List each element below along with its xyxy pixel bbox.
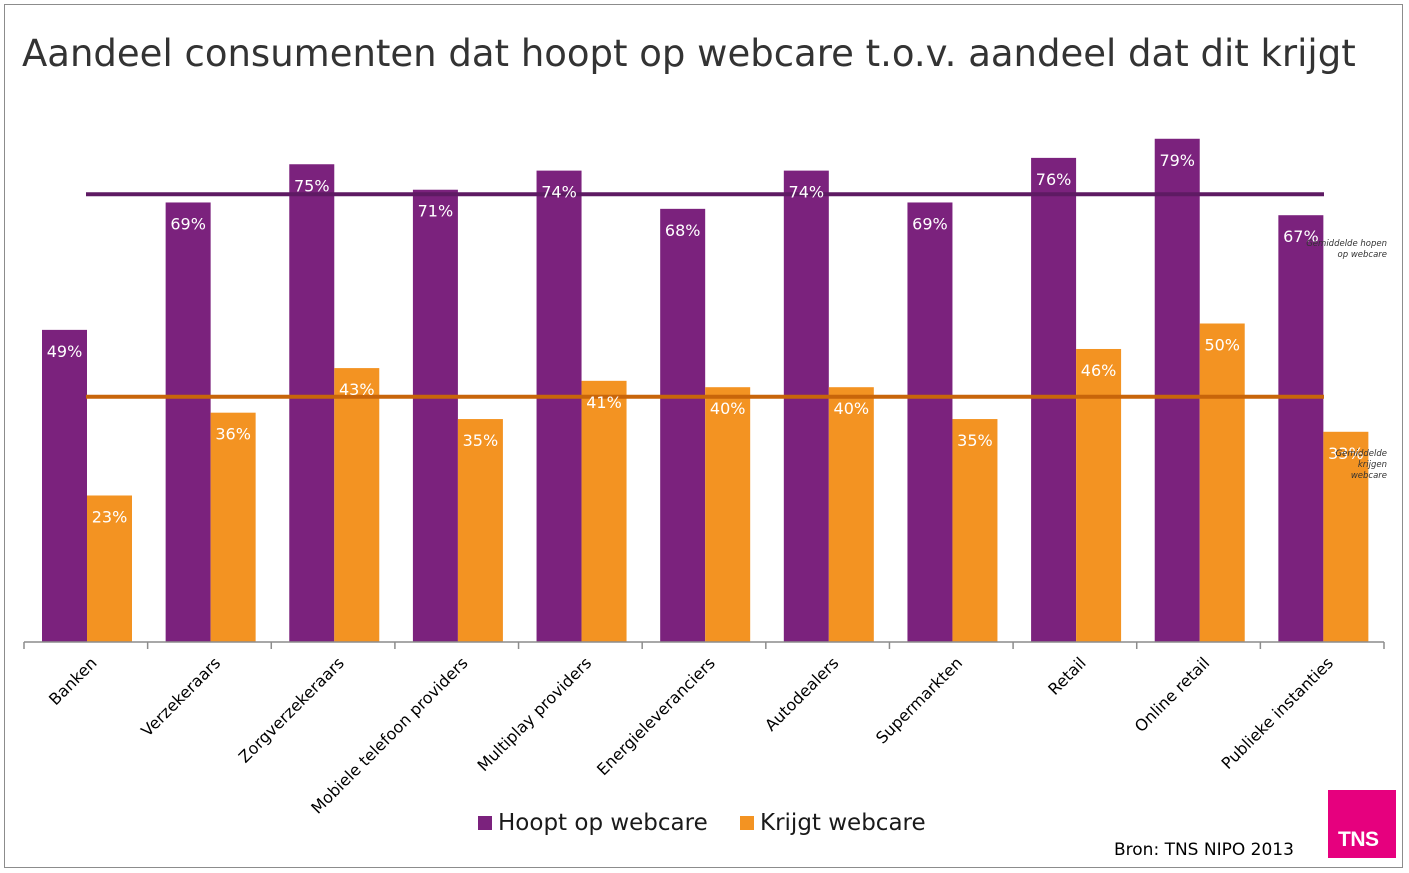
- category-label-9: Online retail: [1131, 653, 1214, 736]
- data-label-hoopt-6: 74%: [789, 183, 825, 202]
- bar-krijgt-5: [705, 387, 751, 642]
- data-label-hoopt-8: 76%: [1036, 170, 1072, 189]
- bar-hoopt-3: [412, 189, 458, 643]
- category-label-5: Energieleveranciers: [593, 653, 719, 779]
- legend-item-hoopt: Hoopt op webcare: [478, 810, 708, 836]
- bar-hoopt-0: [42, 329, 87, 642]
- data-label-hoopt-3: 71%: [418, 202, 454, 221]
- bar-hoopt-2: [289, 164, 335, 642]
- data-label-krijgt-8: 46%: [1081, 361, 1117, 380]
- bar-hoopt-1: [165, 202, 211, 642]
- chart-frame: [4, 4, 1403, 868]
- category-label-6: Autodealers: [761, 653, 842, 734]
- reference-caption-1-1: krijgen: [1358, 460, 1387, 470]
- data-label-krijgt-1: 36%: [215, 425, 251, 444]
- legend-item-krijgt: Krijgt webcare: [740, 810, 926, 836]
- bar-hoopt-10: [1278, 215, 1324, 642]
- tns-logo: TNS: [1328, 790, 1396, 858]
- data-label-hoopt-7: 69%: [912, 214, 948, 233]
- data-label-hoopt-9: 79%: [1159, 151, 1195, 170]
- bar-krijgt-0: [87, 495, 132, 642]
- logo-text: TNS: [1338, 828, 1379, 851]
- bar-krijgt-4: [581, 380, 627, 642]
- bar-krijgt-7: [952, 419, 998, 642]
- category-label-4: Multiplay providers: [474, 653, 596, 775]
- reference-caption-0-0: Gemiddelde hopen: [1306, 239, 1387, 249]
- legend-label-krijgt: Krijgt webcare: [760, 810, 926, 836]
- legend-swatch-purple: [478, 816, 492, 830]
- data-label-hoopt-10: 67%: [1283, 227, 1319, 246]
- source-note: Bron: TNS NIPO 2013: [1114, 840, 1294, 860]
- bar-hoopt-6: [783, 170, 829, 642]
- data-label-krijgt-5: 40%: [710, 399, 746, 418]
- category-label-10: Publieke instanties: [1217, 653, 1337, 773]
- bar-krijgt-9: [1199, 323, 1245, 642]
- legend-label-hoopt: Hoopt op webcare: [498, 810, 708, 836]
- chart-title: Aandeel consumenten dat hoopt op webcare…: [22, 32, 1356, 75]
- category-label-0: Banken: [45, 653, 101, 709]
- data-label-krijgt-9: 50%: [1204, 336, 1240, 355]
- data-label-krijgt-2: 43%: [339, 380, 375, 399]
- category-label-8: Retail: [1044, 653, 1089, 698]
- bar-krijgt-1: [210, 412, 256, 642]
- bar-krijgt-8: [1076, 348, 1122, 642]
- data-label-krijgt-0: 23%: [92, 507, 128, 526]
- data-label-hoopt-5: 68%: [665, 221, 701, 240]
- data-label-hoopt-0: 49%: [47, 342, 83, 361]
- bar-hoopt-7: [907, 202, 953, 642]
- bar-hoopt-5: [660, 208, 706, 642]
- reference-caption-1-2: webcare: [1351, 471, 1387, 481]
- reference-caption-1-0: Gemiddelde: [1336, 449, 1387, 459]
- category-label-7: Supermarkten: [872, 653, 966, 747]
- reference-caption-0-1: op webcare: [1338, 250, 1387, 260]
- data-label-hoopt-1: 69%: [170, 214, 206, 233]
- data-label-krijgt-3: 35%: [463, 431, 499, 450]
- bar-krijgt-3: [457, 419, 503, 642]
- bar-hoopt-9: [1154, 138, 1200, 642]
- legend-swatch-orange: [740, 816, 754, 830]
- data-label-krijgt-6: 40%: [834, 399, 870, 418]
- data-label-krijgt-10: 33%: [1328, 444, 1364, 463]
- bar-hoopt-8: [1031, 157, 1077, 642]
- bar-krijgt-6: [828, 387, 874, 642]
- bar-hoopt-4: [536, 170, 582, 642]
- category-label-1: Verzekeraars: [137, 653, 224, 740]
- data-label-hoopt-4: 74%: [541, 183, 577, 202]
- data-label-krijgt-7: 35%: [957, 431, 993, 450]
- bar-krijgt-2: [334, 368, 380, 642]
- data-label-krijgt-4: 41%: [586, 393, 622, 412]
- bar-krijgt-10: [1323, 431, 1369, 642]
- category-label-2: Zorgverzekeraars: [235, 653, 348, 766]
- data-label-hoopt-2: 75%: [294, 176, 330, 195]
